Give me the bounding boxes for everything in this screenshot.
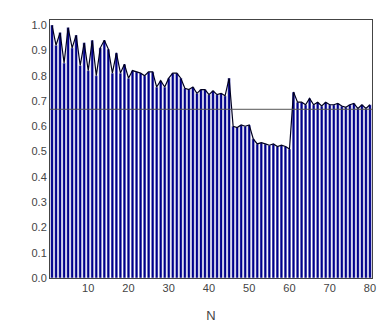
svg-text:0.4: 0.4 [32,171,47,183]
svg-text:30: 30 [163,282,175,294]
svg-text:0.1: 0.1 [32,247,47,259]
svg-text:0.5: 0.5 [32,145,47,157]
svg-text:60: 60 [283,282,295,294]
svg-text:0.6: 0.6 [32,120,47,132]
svg-text:1.0: 1.0 [32,19,47,31]
svg-text:0.0: 0.0 [32,272,47,284]
svg-text:0.8: 0.8 [32,70,47,82]
svg-text:N: N [206,308,215,323]
svg-text:0.7: 0.7 [32,95,47,107]
svg-text:0.3: 0.3 [32,196,47,208]
svg-text:10: 10 [82,282,94,294]
svg-text:20: 20 [122,282,134,294]
svg-text:0.2: 0.2 [32,221,47,233]
svg-text:0.9: 0.9 [32,44,47,56]
svg-text:40: 40 [203,282,215,294]
svg-text:80: 80 [364,282,376,294]
svg-text:70: 70 [324,282,336,294]
svg-text:50: 50 [243,282,255,294]
